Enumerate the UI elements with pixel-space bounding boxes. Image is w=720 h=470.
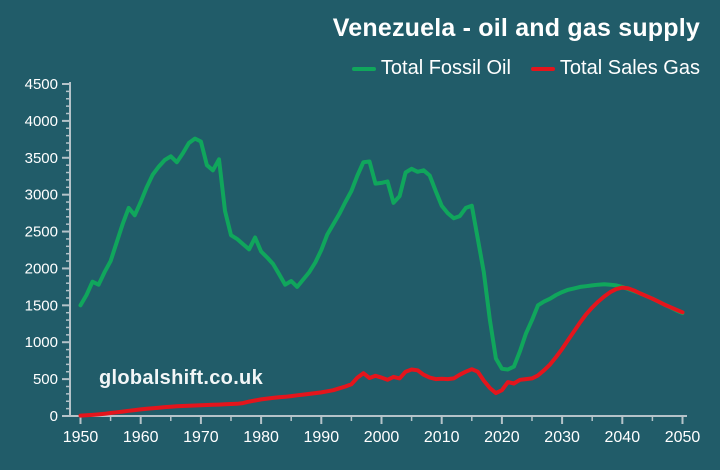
total-fossil-oil-line <box>78 136 685 372</box>
x-axis-label: 1990 <box>304 429 340 446</box>
y-axis-label: 4500 <box>25 76 58 93</box>
y-axis-label: 1500 <box>25 297 58 314</box>
x-axis-label: 2050 <box>665 429 701 446</box>
y-axis-label: 3500 <box>25 150 58 167</box>
y-axis-label: 1000 <box>25 334 58 351</box>
sales-gas-legend-marker-icon <box>530 66 555 71</box>
x-axis-label: 2020 <box>484 429 520 446</box>
fossil-oil-legend-label: Total Fossil Oil <box>380 57 511 79</box>
total-sales-gas-line <box>78 285 685 418</box>
axes <box>69 82 687 417</box>
watermark: globalshift.co.uk <box>99 367 263 389</box>
x-axis-label: 2040 <box>605 429 641 446</box>
y-axis-label: 2000 <box>25 260 58 277</box>
y-axis-label: 2500 <box>25 224 58 241</box>
legend-item-sales-gas: Total Sales Gas <box>530 57 700 80</box>
fossil-oil-legend-marker-icon <box>351 66 376 71</box>
x-axis-label: 1980 <box>243 429 279 446</box>
y-axis-label: 3000 <box>25 187 58 204</box>
y-axis-label: 4000 <box>25 113 58 130</box>
chart-title: Venezuela - oil and gas supply <box>332 14 700 42</box>
legend-item-fossil-oil: Total Fossil Oil <box>351 57 511 80</box>
x-axis-label: 1970 <box>183 429 219 446</box>
legend: Total Fossil Oil Total Sales Gas <box>351 57 700 80</box>
y-axis-label: 0 <box>50 408 58 425</box>
x-axis-label: 2010 <box>424 429 460 446</box>
x-axis-label: 1950 <box>63 429 99 446</box>
x-axis-label: 1960 <box>123 429 159 446</box>
sales-gas-legend-label: Total Sales Gas <box>559 57 700 79</box>
x-axis-label: 2030 <box>544 429 580 446</box>
x-axis-label: 2000 <box>364 429 400 446</box>
y-axis-label: 500 <box>33 371 58 388</box>
